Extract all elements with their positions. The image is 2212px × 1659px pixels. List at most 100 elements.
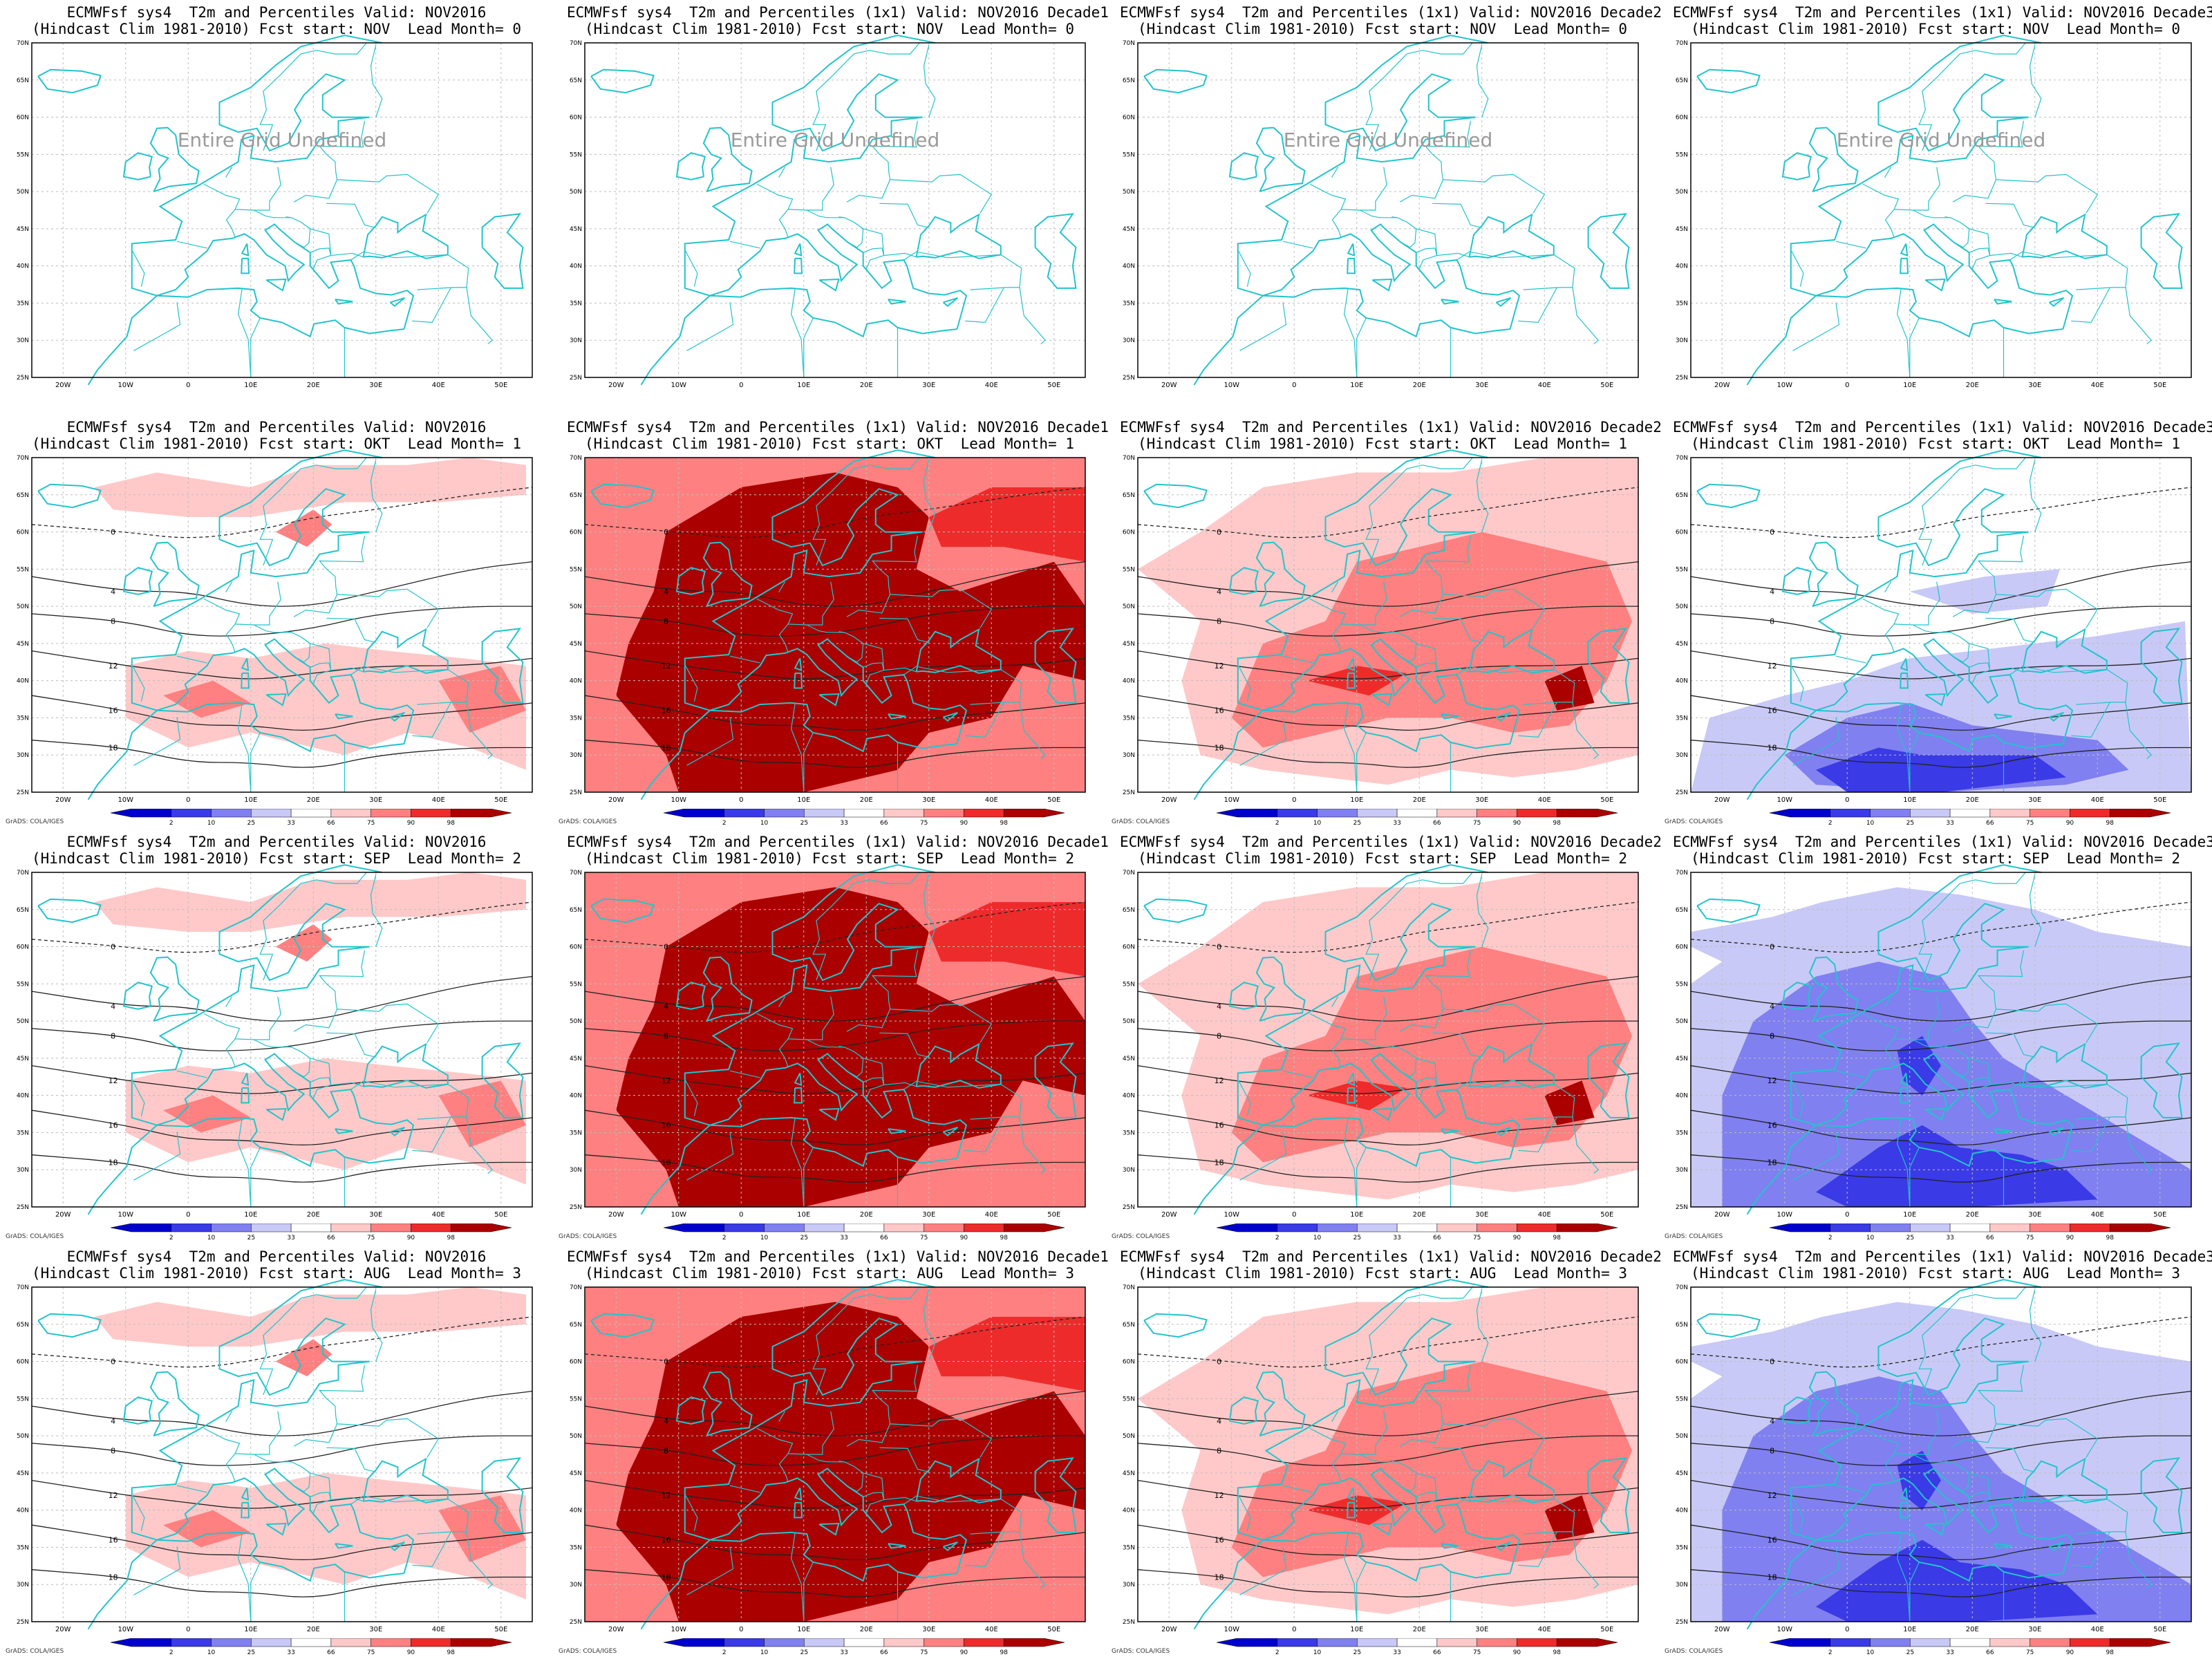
coastline — [1255, 541, 1306, 608]
coastline — [389, 297, 406, 307]
lat-tick-label: 65N — [1676, 492, 1688, 499]
lat-tick-label: 40N — [570, 1508, 582, 1515]
country-border — [294, 228, 311, 248]
percentile-shading — [275, 1339, 332, 1377]
country-border — [235, 1411, 281, 1455]
colorbar-tick-label: 75 — [2026, 1649, 2034, 1656]
coastline — [1495, 711, 1512, 722]
colorbar-swatch — [211, 808, 252, 818]
isotherm-label: 16 — [1768, 1121, 1777, 1130]
colorbar-tick-label: 33 — [287, 820, 294, 827]
colorbar-tick-label: 25 — [1906, 1649, 1914, 1656]
lat-tick-label: 40N — [17, 1093, 29, 1100]
colorbar-swatch — [1317, 1638, 1358, 1647]
lat-tick-label: 35N — [1123, 1130, 1135, 1136]
coastline — [942, 711, 959, 722]
lat-tick-label: 25N — [1676, 789, 1688, 796]
colorbar: 2 10 25 33 66 75 90 98 — [1216, 1223, 1618, 1241]
lon-tick-label: 20E — [1413, 1626, 1426, 1633]
isotherm-label: 4 — [664, 1417, 668, 1426]
colorbar-tick-label: 10 — [207, 820, 216, 827]
coastline — [1900, 657, 1909, 672]
panel-title: ECMWFsf sys4 T2m and Percentiles (1x1) V… — [1673, 419, 2212, 452]
coastline — [156, 1468, 415, 1574]
lon-tick-label: 20E — [1966, 382, 1979, 389]
isotherm-line — [1137, 487, 1639, 538]
country-border — [2071, 702, 2110, 738]
coastline — [2048, 297, 2065, 307]
colorbar-tick-label: 10 — [1866, 1649, 1875, 1656]
lon-tick-label: 20W — [1161, 382, 1177, 389]
lon-tick-label: 40E — [432, 796, 445, 804]
country-border — [1360, 1454, 1470, 1502]
country-border — [2125, 1116, 2152, 1174]
colorbar-swatch — [1436, 808, 1477, 818]
lon-tick-label: 20W — [55, 796, 71, 804]
coastline — [1371, 693, 1393, 706]
country-border — [923, 1289, 936, 1362]
colorbar-swatch — [724, 1638, 765, 1647]
colorbar-swatch — [724, 808, 765, 818]
panel-title-line1: ECMWFsf sys4 T2m and Percentiles (1x1) V… — [1673, 4, 2212, 21]
country-border — [133, 302, 181, 351]
lat-tick-label: 65N — [570, 492, 582, 499]
lat-tick-label: 60N — [1123, 944, 1135, 951]
country-border — [890, 1418, 993, 1458]
isotherm-label: 0 — [1770, 943, 1774, 952]
colorbar-svg: 2 10 25 33 66 75 90 98 — [1216, 1223, 1618, 1241]
lon-tick-label: 0 — [1292, 796, 1296, 804]
lat-tick-label: 65N — [1676, 907, 1688, 914]
panel-title-line1: ECMWFsf sys4 T2m and Percentiles (1x1) V… — [1673, 419, 2212, 435]
lon-tick-label: 0 — [1845, 1211, 1849, 1219]
lat-tick-label: 45N — [1123, 1470, 1135, 1477]
isotherm-label: 12 — [1215, 662, 1224, 671]
coastline — [1815, 1053, 2074, 1159]
country-border — [790, 288, 805, 378]
lat-tick-label: 50N — [1676, 189, 1688, 196]
map-panel: ECMWFsf sys4 T2m and Percentiles (1x1) V… — [1106, 830, 1662, 1244]
colorbar-tick-label: 66 — [1433, 820, 1441, 827]
coastline — [1900, 1501, 1909, 1519]
percentile-shading — [275, 509, 332, 547]
country-border — [2009, 1080, 2128, 1120]
lon-tick-label: 10E — [1903, 1626, 1916, 1633]
coastline — [481, 1457, 524, 1533]
map-plot-area: 0 4 8 12 16 18 20W 10W 0 10E 20E 30E 40E 50E 70N 65N 60N… — [1123, 864, 1639, 1219]
colorbar-swatch — [1396, 1223, 1438, 1232]
lon-tick-label: 0 — [739, 1626, 743, 1633]
colorbar-swatch — [804, 808, 845, 818]
colorbar-tick-label: 75 — [1473, 820, 1481, 827]
grads-credit: GrADS: COLA/IGES — [1112, 818, 1170, 825]
country-border — [259, 50, 317, 151]
lon-tick-label: 20W — [608, 1211, 624, 1219]
country-border — [337, 174, 440, 214]
isotherm-label: 4 — [111, 588, 115, 597]
coastline — [1808, 1371, 1859, 1437]
map-svg: 0 4 8 12 16 18 20W 10W 0 10E 20E 30E 40E 50E 70N 65N 60N… — [17, 449, 533, 804]
percentile-shading — [1909, 569, 2060, 614]
lat-tick-label: 35N — [17, 715, 29, 722]
country-border — [133, 1132, 181, 1181]
lat-tick-label: 55N — [570, 981, 582, 988]
country-border — [2125, 702, 2152, 760]
coastline — [794, 672, 803, 689]
percentile-shading — [1897, 1035, 1941, 1096]
lat-tick-label: 35N — [570, 1544, 582, 1551]
coastline — [2021, 628, 2108, 674]
lat-tick-label: 45N — [1676, 1470, 1688, 1477]
country-border — [1239, 1546, 1287, 1595]
colorbar-tick-label: 25 — [800, 1649, 808, 1656]
colorbar-svg: 2 10 25 33 66 75 90 98 — [110, 1223, 512, 1241]
map-svg: 0 4 8 12 16 18 20W 10W 0 10E 20E 30E 40E 50E 70N 65N 60N… — [1676, 1279, 2192, 1633]
grads-credit: GrADS: COLA/IGES — [1112, 1233, 1170, 1240]
coastline — [1468, 1457, 1555, 1503]
coastline — [1262, 287, 1510, 338]
panel-title-line2: (Hindcast Clim 1981-2010) Fcst start: OK… — [31, 435, 521, 452]
map-svg: 0 4 8 12 16 18 20W 10W 0 10E 20E 30E 40E 50E 70N 65N 60N… — [1123, 864, 1639, 1219]
map-panel: ECMWFsf sys4 T2m and Percentiles Valid: … — [0, 0, 553, 415]
lat-tick-label: 40N — [570, 678, 582, 685]
coastline — [1781, 1396, 1812, 1425]
grads-credit: GrADS: COLA/IGES — [1112, 1648, 1170, 1655]
map-frame — [1690, 872, 2192, 1208]
country-border — [310, 1492, 332, 1514]
